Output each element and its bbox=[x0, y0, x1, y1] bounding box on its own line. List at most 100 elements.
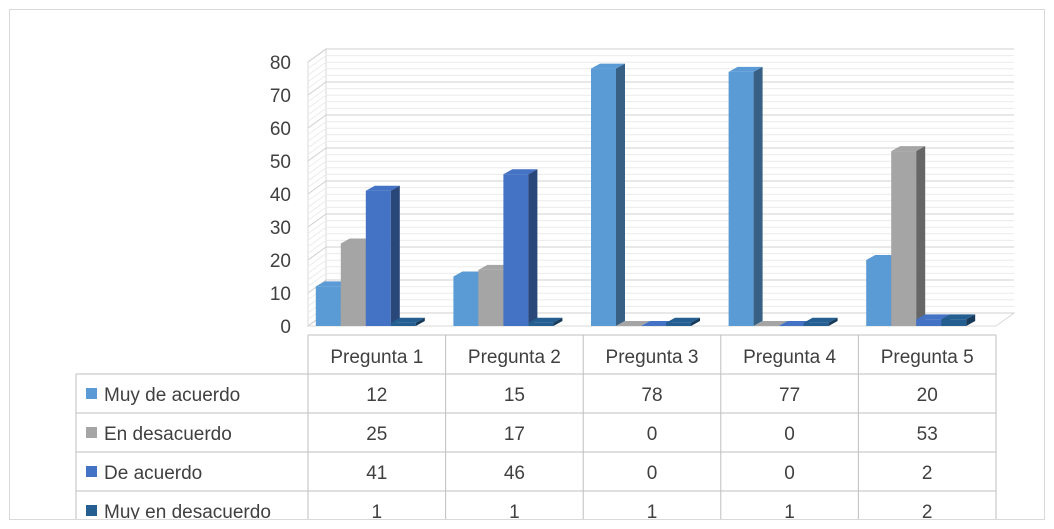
data-table: Pregunta 1 Pregunta 2 Pregunta 3 Pregunta 4… bbox=[75, 334, 997, 529]
table-category-header: Pregunta 2 bbox=[468, 347, 561, 368]
table-value: 15 bbox=[504, 385, 525, 406]
bar-side bbox=[966, 314, 976, 326]
minor-gridline bbox=[307, 259, 1014, 274]
bars bbox=[315, 63, 976, 327]
bar-top bbox=[616, 321, 650, 326]
major-gridline bbox=[307, 213, 1014, 228]
bar bbox=[591, 63, 625, 326]
table-value: 1 bbox=[372, 502, 383, 519]
minor-gridline bbox=[307, 121, 1014, 136]
bar-side bbox=[390, 185, 400, 326]
y-tick-label: 60 bbox=[270, 119, 291, 140]
legend-key bbox=[86, 505, 97, 516]
bar-front bbox=[916, 319, 942, 326]
bar-front bbox=[866, 260, 892, 326]
table-value: 0 bbox=[784, 424, 795, 445]
minor-gridline bbox=[307, 220, 1014, 235]
bar-front bbox=[941, 319, 967, 326]
table-value: 41 bbox=[366, 463, 387, 484]
table-value: 12 bbox=[366, 385, 387, 406]
bar-top bbox=[390, 317, 425, 323]
minor-gridline bbox=[307, 55, 1014, 70]
bar-side bbox=[691, 317, 700, 326]
minor-gridline bbox=[307, 200, 1014, 215]
table-value: 0 bbox=[647, 424, 658, 445]
major-gridline bbox=[307, 246, 1014, 261]
bar bbox=[728, 66, 763, 327]
bar-front bbox=[728, 71, 754, 327]
bar-front bbox=[390, 322, 416, 326]
y-tick-label: 0 bbox=[280, 317, 291, 338]
bar-front bbox=[803, 322, 829, 326]
chart-frame: 0 10 20 30 40 50 60 70 80 Pregunta 1 Pregunta 2 Pr… bbox=[9, 9, 1045, 529]
minor-gridline bbox=[307, 140, 1014, 155]
bar-front bbox=[453, 276, 479, 326]
bar-top bbox=[753, 321, 788, 326]
y-tick-label: 30 bbox=[270, 218, 291, 239]
table-value: 1 bbox=[509, 502, 520, 519]
table-category-header: Pregunta 5 bbox=[881, 347, 974, 368]
minor-gridline bbox=[307, 233, 1014, 248]
minor-gridline bbox=[307, 127, 1014, 142]
legend-key bbox=[86, 427, 97, 438]
major-gridline bbox=[307, 81, 1014, 96]
bar-top bbox=[941, 314, 976, 320]
bar-top bbox=[591, 63, 625, 69]
bar-top bbox=[916, 314, 951, 320]
bar-front bbox=[503, 174, 529, 326]
minor-gridline bbox=[307, 167, 1014, 182]
minor-gridline bbox=[307, 74, 1014, 89]
bar bbox=[503, 169, 538, 326]
table-value: 0 bbox=[784, 463, 795, 484]
major-gridline bbox=[307, 279, 1014, 294]
bar-top bbox=[528, 317, 563, 323]
legend-entry: De acuerdo bbox=[104, 463, 202, 484]
y-tick-label: 40 bbox=[270, 185, 291, 206]
bar-top bbox=[891, 146, 926, 152]
minor-gridline bbox=[307, 160, 1014, 175]
bar bbox=[891, 146, 926, 326]
y-tick-label: 70 bbox=[270, 86, 291, 107]
bar-top bbox=[365, 185, 400, 191]
bar bbox=[365, 185, 400, 326]
bar-front bbox=[591, 68, 616, 326]
minor-gridline bbox=[307, 154, 1014, 169]
bar bbox=[803, 317, 838, 326]
minor-gridline bbox=[307, 134, 1014, 149]
bar bbox=[528, 317, 563, 326]
table-value: 2 bbox=[922, 502, 933, 519]
major-gridline bbox=[307, 48, 1014, 63]
minor-gridline bbox=[307, 101, 1014, 116]
minor-gridline bbox=[307, 187, 1014, 202]
bar-top bbox=[503, 169, 538, 175]
bar-side bbox=[616, 63, 625, 326]
bar-front bbox=[528, 322, 554, 326]
bar-front bbox=[478, 269, 504, 326]
minor-gridline bbox=[307, 266, 1014, 281]
bar-front bbox=[666, 322, 691, 326]
legend-key bbox=[86, 466, 97, 477]
minor-gridline bbox=[307, 193, 1014, 208]
bar bbox=[616, 321, 650, 326]
table-value: 0 bbox=[647, 463, 658, 484]
bar-side bbox=[753, 66, 763, 327]
bar-top bbox=[728, 66, 763, 72]
table-category-header: Pregunta 1 bbox=[330, 347, 423, 368]
table-value: 77 bbox=[779, 385, 800, 406]
bar-front bbox=[340, 243, 366, 326]
bar bbox=[390, 317, 425, 326]
bar bbox=[941, 314, 976, 326]
table-category-header: Pregunta 3 bbox=[606, 347, 699, 368]
minor-gridline bbox=[307, 61, 1014, 76]
bar-top bbox=[803, 317, 838, 323]
minor-gridline bbox=[307, 68, 1014, 83]
table-value: 2 bbox=[922, 463, 933, 484]
bar bbox=[666, 317, 700, 326]
table-value: 78 bbox=[641, 385, 662, 406]
y-tick-label: 80 bbox=[270, 53, 291, 74]
table-value: 1 bbox=[647, 502, 658, 519]
bar-side bbox=[828, 317, 838, 326]
minor-gridline bbox=[307, 107, 1014, 122]
table-value: 53 bbox=[917, 424, 938, 445]
